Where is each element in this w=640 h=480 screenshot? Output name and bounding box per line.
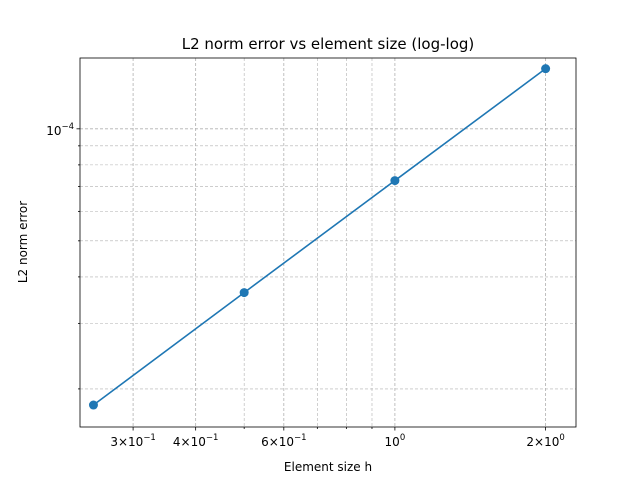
x-tick-label: 100 (385, 433, 406, 449)
y-tick-label: 10−4 (46, 122, 74, 138)
plot-frame (79, 57, 577, 428)
x-tick-label: 3×10−1 (110, 433, 156, 449)
data-point (239, 288, 249, 298)
ticks: 3×10−1 4×10−1 6×10−1 100 2×100 10−4 (46, 122, 565, 449)
y-axis-label: L2 norm error (16, 201, 30, 283)
x-axis-label: Element size h (284, 460, 372, 474)
x-tick-label: 2×100 (526, 433, 564, 449)
data-point (541, 64, 551, 74)
grid (80, 58, 576, 427)
series-layer (88, 64, 551, 410)
x-tick-label: 4×10−1 (173, 433, 219, 449)
data-point (390, 176, 400, 186)
data-point (88, 400, 98, 410)
chart-title: L2 norm error vs element size (log-log) (182, 35, 475, 53)
series-line (92, 68, 547, 406)
x-tick-label: 6×10−1 (261, 433, 307, 449)
